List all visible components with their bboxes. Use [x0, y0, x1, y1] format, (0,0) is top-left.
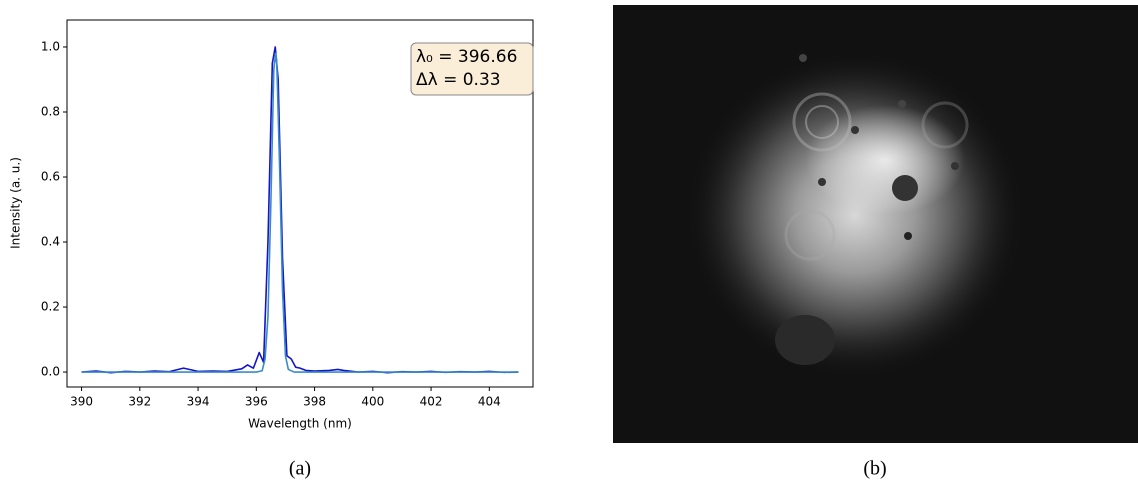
- x-tick-label: 398: [303, 395, 326, 409]
- beam-glow: [685, 50, 1025, 380]
- x-tick-label: 390: [70, 395, 93, 409]
- data-line: [81, 52, 519, 373]
- dark-spot: [904, 232, 912, 240]
- x-tick-label: 396: [245, 395, 268, 409]
- annotation-box: [410, 42, 534, 96]
- dark-spot: [892, 175, 918, 201]
- x-tick-label: 402: [420, 395, 443, 409]
- x-tick-label: 404: [478, 395, 501, 409]
- dim-blob: [775, 315, 835, 365]
- y-tick-label: 0.2: [41, 300, 60, 314]
- y-tick-label: 0.6: [41, 170, 60, 184]
- y-tick-label: 1.0: [41, 39, 60, 53]
- data-line: [81, 46, 519, 374]
- annotation-line: Δλ = 0.33: [416, 70, 501, 90]
- y-tick-label: 0.8: [41, 104, 60, 118]
- x-tick-label: 394: [187, 395, 210, 409]
- ring: [792, 92, 852, 152]
- ring: [805, 105, 839, 139]
- dark-spot: [818, 178, 826, 186]
- y-tick-label: 0.4: [41, 235, 60, 249]
- plot-frame: [66, 19, 534, 388]
- x-axis-label: Wavelength (nm): [248, 417, 352, 431]
- caption: (a): [289, 458, 311, 480]
- dark-spot: [898, 100, 906, 108]
- y-axis-label: Intensity (a. u.): [9, 157, 23, 249]
- dark-spot: [799, 54, 807, 62]
- ring: [784, 209, 836, 261]
- dark-spot: [951, 162, 959, 170]
- photo: [613, 5, 1138, 443]
- x-tick-label: 400: [361, 395, 384, 409]
- dark-spot: [851, 126, 859, 134]
- caption: (b): [863, 458, 886, 480]
- annotation-line: λ₀ = 396.66: [416, 47, 517, 67]
- y-tick-label: 0.0: [41, 365, 60, 379]
- beam-hotspot: [805, 105, 965, 215]
- x-tick-label: 392: [128, 395, 151, 409]
- ring: [921, 101, 969, 149]
